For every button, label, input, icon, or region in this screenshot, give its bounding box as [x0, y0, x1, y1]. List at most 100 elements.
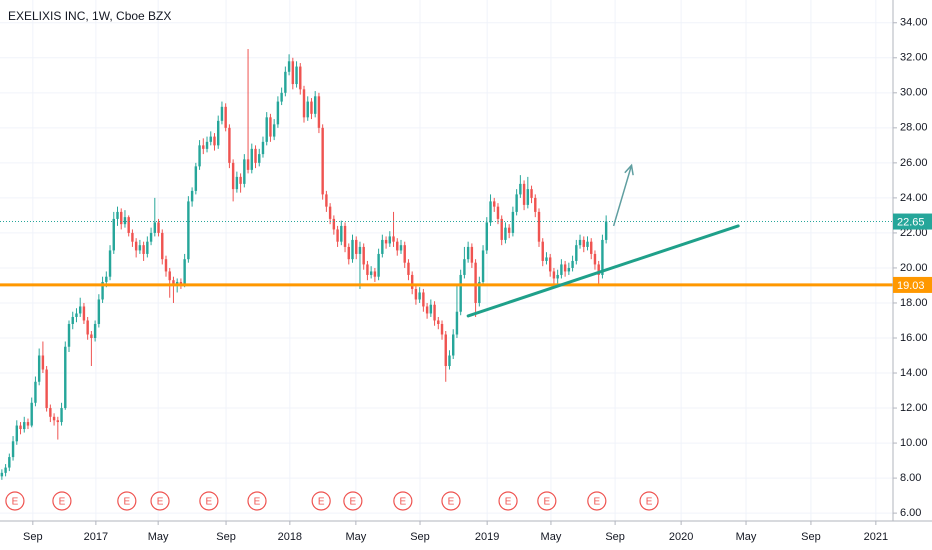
- candle-body: [161, 232, 164, 260]
- candle-body: [604, 221, 608, 240]
- candle-body: [373, 271, 377, 277]
- x-tick-label: 2019: [475, 531, 499, 543]
- candle-body: [537, 211, 541, 242]
- earnings-marker: [150, 491, 170, 511]
- y-tick-label: 24.00: [900, 192, 928, 204]
- earnings-marker: [639, 491, 659, 511]
- candle-body: [403, 245, 406, 263]
- candle-body: [250, 148, 253, 170]
- earnings-marker: [537, 491, 557, 511]
- candle-body: [500, 218, 503, 240]
- price-label-box: [893, 213, 932, 230]
- candle-body: [392, 236, 395, 242]
- candle-body: [459, 274, 462, 312]
- candle-body: [194, 166, 198, 191]
- candle-body: [586, 241, 589, 247]
- candle-body: [481, 250, 485, 282]
- candle-body: [209, 136, 212, 142]
- candle-body: [19, 425, 22, 430]
- candle-body: [120, 211, 123, 225]
- candle-body: [0, 472, 4, 477]
- candle-body: [474, 262, 477, 303]
- candle-body: [97, 299, 101, 324]
- candle-body: [269, 117, 272, 137]
- x-tick-label: Sep: [410, 531, 430, 543]
- candle-body: [433, 304, 436, 321]
- candle-body: [172, 280, 175, 286]
- earnings-label: E: [350, 497, 357, 508]
- candle-body: [452, 334, 455, 356]
- candle-body: [384, 239, 388, 244]
- y-tick-label: 10.00: [900, 437, 928, 449]
- candle-body: [60, 408, 63, 423]
- candle-body: [64, 346, 67, 409]
- candle-body: [425, 306, 429, 314]
- earnings-marker: [498, 491, 518, 511]
- candle-body: [530, 189, 533, 198]
- y-tick-label: 26.00: [900, 157, 928, 169]
- y-tick-label: 12.00: [900, 402, 928, 414]
- candle-body: [601, 239, 604, 275]
- candle-body: [593, 253, 597, 265]
- earnings-label: E: [59, 497, 66, 508]
- candle-body: [463, 259, 466, 275]
- candle-body: [358, 246, 362, 254]
- candle-body: [134, 241, 138, 251]
- candle-body: [410, 274, 414, 289]
- candle-body: [548, 257, 552, 272]
- candle-body: [556, 274, 559, 279]
- y-tick-label: 22.00: [900, 227, 928, 239]
- candle-body: [235, 176, 239, 190]
- earnings-label: E: [123, 497, 130, 508]
- earnings-label: E: [593, 497, 600, 508]
- candle-body: [291, 61, 295, 85]
- candle-body: [552, 271, 556, 279]
- candle-body: [123, 217, 127, 225]
- candle-body: [52, 416, 56, 421]
- chart-title: EXELIXIS INC, 1W, Cboe BZX: [8, 9, 171, 23]
- candle-body: [299, 66, 302, 90]
- candle-body: [157, 222, 160, 233]
- candle-body: [567, 267, 571, 272]
- candle-body: [179, 281, 183, 284]
- candle-body: [265, 117, 268, 142]
- candle-body: [280, 92, 283, 102]
- candle-body: [522, 183, 526, 205]
- candle-body: [205, 141, 209, 149]
- candle-body: [149, 232, 153, 242]
- candle-body: [224, 106, 227, 128]
- candle-body: [90, 334, 93, 338]
- x-tick-label: 2018: [278, 531, 302, 543]
- candle-body: [597, 264, 600, 275]
- y-tick-label: 16.00: [900, 332, 928, 344]
- y-tick-label: 18.00: [900, 297, 928, 309]
- price-label-box: [893, 276, 932, 293]
- candle-body: [321, 127, 324, 195]
- candle-body: [418, 292, 421, 300]
- candle-body: [112, 218, 115, 251]
- candle-body: [75, 313, 78, 317]
- candle-body: [127, 217, 130, 233]
- candle-body: [108, 250, 112, 277]
- candle-body: [272, 124, 276, 137]
- candle-body: [78, 306, 82, 314]
- candle-body: [34, 381, 37, 403]
- candle-body: [26, 422, 30, 426]
- candle-body: [343, 225, 347, 247]
- candle-body: [187, 201, 190, 260]
- earnings-label: E: [646, 497, 653, 508]
- candle-body: [4, 467, 7, 473]
- candle-body: [317, 96, 321, 128]
- x-tick-label: May: [541, 531, 562, 543]
- candle-body: [388, 236, 392, 244]
- candle-body: [489, 201, 492, 223]
- candle-body: [340, 225, 343, 242]
- candle-body: [142, 245, 145, 254]
- candle-body: [362, 246, 365, 265]
- candle-body: [190, 190, 194, 202]
- earnings-label: E: [448, 497, 455, 508]
- candle-body: [328, 206, 332, 219]
- candle-body: [8, 457, 11, 468]
- y-tick-label: 30.00: [900, 87, 928, 99]
